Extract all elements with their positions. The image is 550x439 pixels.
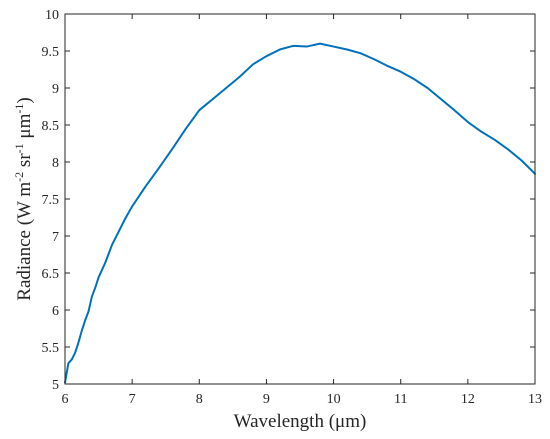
y-tick-label: 10 <box>45 8 59 23</box>
y-tick-label: 5.5 <box>42 341 60 356</box>
plot-area <box>65 14 535 384</box>
series-line-radiance <box>64 42 536 384</box>
y-tick-label: 5 <box>52 378 59 393</box>
plot-frame <box>64 13 536 385</box>
y-axis-label-sup-1: -2 <box>12 172 26 182</box>
x-tick-label: 11 <box>394 392 407 407</box>
x-axis-ticks: 6 7 8 9 10 11 12 13 <box>62 14 542 407</box>
y-tick-label: 9 <box>52 82 59 97</box>
y-axis-label-mid-2: μm <box>14 113 35 143</box>
y-axis-label-mid-1: sr <box>14 153 35 172</box>
y-axis-label-sup-2: -1 <box>12 143 26 153</box>
x-tick-label: 7 <box>129 392 136 407</box>
y-tick-label: 8.5 <box>42 119 60 134</box>
y-tick-label: 7 <box>52 230 59 245</box>
x-tick-label: 12 <box>461 392 475 407</box>
y-tick-label: 6 <box>52 304 59 319</box>
x-axis-label: Wavelength (μm) <box>234 411 367 432</box>
y-tick-label: 8 <box>52 156 59 171</box>
x-tick-label: 8 <box>196 392 203 407</box>
y-tick-label: 9.5 <box>42 45 60 60</box>
y-axis-ticks: 5 5.5 6 6.5 7 7.5 8 8.5 9 9.5 10 <box>42 8 535 393</box>
y-axis-label-sup-3: -1 <box>12 104 26 114</box>
y-axis-label-suffix: ) <box>14 97 35 103</box>
y-tick-label: 6.5 <box>42 267 60 282</box>
y-tick-label: 7.5 <box>42 193 60 208</box>
x-tick-label: 6 <box>62 392 69 407</box>
y-axis-label: Radiance (W m-2 sr-1 μm-1) <box>12 97 35 300</box>
x-tick-label: 10 <box>327 392 341 407</box>
x-tick-label: 13 <box>528 392 542 407</box>
x-tick-label: 9 <box>263 392 270 407</box>
y-axis-label-prefix: Radiance (W m <box>14 182 35 301</box>
